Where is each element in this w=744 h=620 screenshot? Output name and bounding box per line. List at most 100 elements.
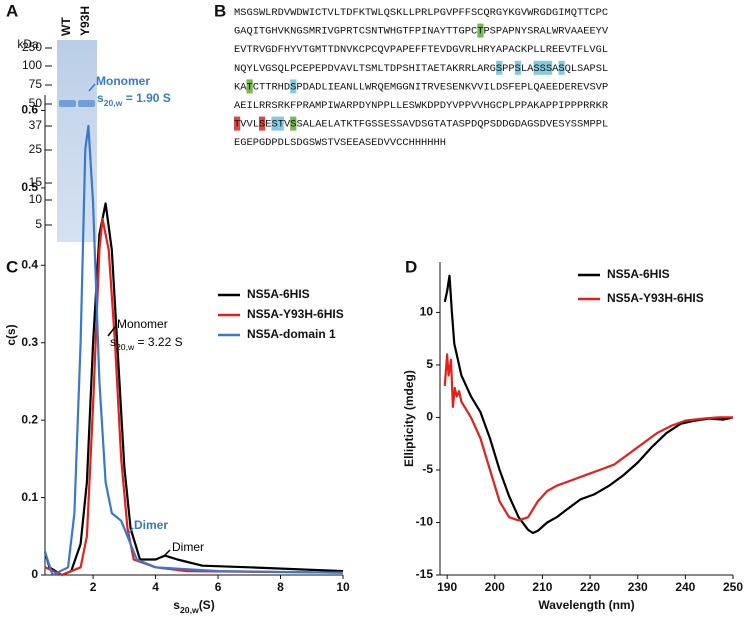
sequence-segment: T [234, 118, 240, 130]
annotation-part: = 1.90 S [122, 91, 170, 105]
sequence-segment: QLSAPSL [565, 63, 609, 75]
x-tick-label: 190 [437, 580, 457, 594]
y-axis-label: c(s) [4, 324, 18, 345]
y-tick-label: 0.3 [21, 335, 38, 349]
y-tick-label: 10 [420, 305, 434, 319]
x-tick-label: 250 [723, 580, 743, 594]
marker-label: 50 [29, 96, 43, 110]
sequence-segment: PP [502, 63, 514, 75]
annotation-part: 20,w [116, 342, 135, 352]
data-line [43, 124, 344, 577]
gel-unit: kDa [17, 37, 39, 51]
sequence-segment: LA [521, 63, 534, 75]
sequence-segment: MSGSWLRDVWDWICTVLTDFKTWLQSKLLPRLPGVPFFSC… [234, 7, 608, 19]
y-tick-label: 0.6 [21, 103, 38, 117]
highlight [558, 60, 565, 75]
lane-label: WT [59, 17, 73, 36]
annotation-part: s [97, 91, 104, 105]
marker-label: 37 [29, 118, 43, 132]
x-tick-label: 8 [277, 580, 284, 594]
annotation: Monomer [96, 74, 150, 88]
sequence-segment: ST [271, 118, 283, 130]
annotation-part: Monomer [117, 317, 168, 331]
data-line [443, 274, 734, 535]
panel-label: D [405, 257, 417, 276]
x-axis-label: Wavelength (nm) [538, 598, 634, 612]
sequence-segment: KA [234, 81, 247, 93]
sequence-segment: EVTRVGDFHYVTGMTTDNVKCPCQVPAPEFFTEVDGVRLH… [234, 44, 608, 56]
legend-label: NS5A-Y93H-6HIS [607, 291, 704, 305]
annotation-part: Monomer [96, 74, 150, 88]
y-tick-label: -10 [416, 515, 434, 529]
sequence-segment: NQYLVGSQLPCEPEPDVAVLTSMLTDPSHITAETAKRRLA… [234, 63, 496, 75]
sequence-line: EGEPGDPDLSDGSWSTVSEEASEDVVCCHHHHHH [234, 137, 446, 149]
x-tick-label: 220 [580, 580, 600, 594]
annotation-pointer [88, 83, 96, 92]
annotation-part: Dimer [172, 540, 204, 554]
legend-label: NS5A-Y93H-6HIS [247, 307, 344, 321]
x-tick-label: 10 [336, 580, 350, 594]
sequence-segment: EGEPGDPDLSDGSWSTVSEEASEDVVCCHHHHHH [234, 137, 446, 149]
marker-label: 250 [22, 40, 42, 54]
highlight [258, 116, 266, 131]
sequence-segment: PSPAPNYSRALWRVAAEEYV [483, 25, 608, 37]
highlight [234, 116, 241, 131]
sequence-segment: S [290, 118, 296, 130]
highlight [246, 79, 253, 94]
panel-label: B [214, 1, 226, 20]
highlight [496, 60, 503, 75]
highlight [290, 79, 297, 94]
sequence-segment: CTTRHD [253, 81, 290, 93]
sequence-segment: V [284, 118, 291, 130]
x-axis-label: s20,w(S) [173, 598, 214, 615]
sequence-segment: SALAELATKTFGSSESSAVDSGTATASPDQPSDDGDAGSD… [296, 118, 608, 130]
y-tick-label: -5 [422, 462, 433, 476]
highlight [290, 116, 297, 131]
annotation-pointer [162, 549, 171, 558]
sequence-segment: AEILRRSRKFPRAMPIWARPDYNPPLLESWKDPDYVPPVV… [234, 100, 608, 112]
annotation-part: s [110, 335, 116, 349]
marker-label: 25 [29, 142, 43, 156]
annotation-part: = 3.22 S [134, 335, 182, 349]
y-axis-label: Ellipticity (mdeg) [402, 370, 416, 467]
annotation-part: 20,w [104, 98, 123, 108]
panel-label: C [6, 257, 18, 276]
annotation: s20,w = 1.90 S [97, 91, 171, 108]
panel-label: A [6, 1, 18, 20]
highlight [533, 60, 553, 75]
sequence-line: EVTRVGDFHYVTGMTTDNVKCPCQVPAPEFFTEVDGVRLH… [234, 44, 608, 56]
y-tick-label: 0.2 [21, 412, 38, 426]
y-tick-label: 0.5 [21, 180, 38, 194]
sequence-segment: GAQITGHVKNGSMRIVGPRTCSNTWHGTFPINAYTTGPC [234, 25, 477, 37]
highlight [514, 60, 522, 75]
x-tick-label: 4 [152, 580, 159, 594]
highlight [271, 116, 284, 131]
legend-label: NS5A-6HIS [607, 267, 670, 281]
sequence-segment: SSS [533, 63, 552, 75]
sequence-segment: VVL [240, 118, 259, 130]
annotation-pointer [126, 527, 134, 536]
gel-band [78, 100, 95, 107]
annotation: s20,w = 3.22 S [110, 335, 183, 352]
annotation-pointer [107, 326, 116, 337]
x-tick-label: 210 [532, 580, 552, 594]
sequence-segment: E [265, 118, 271, 130]
y-tick-label: 0 [426, 410, 433, 424]
x-tick-label: 200 [485, 580, 505, 594]
marker-label: 15 [29, 175, 43, 189]
legend-label: NS5A-domain 1 [247, 327, 336, 341]
x-axis-label-part: (S) [199, 598, 215, 612]
annotation: Monomer [117, 317, 168, 331]
gel [57, 40, 97, 242]
legend-label: NS5A-6HIS [247, 287, 310, 301]
annotation: Dimer [134, 518, 168, 532]
sequence-segment: S [496, 63, 502, 75]
annotation-part: Dimer [134, 518, 168, 532]
data-line [43, 202, 344, 577]
sequence-segment: PDADLIEANLLWRQEMGGNITRVESENKVVILDSFEPLQA… [296, 81, 608, 93]
sequence-segment: A [552, 63, 559, 75]
data-line [443, 353, 733, 522]
y-tick-label: -15 [416, 567, 434, 581]
sequence-segment: S [290, 81, 296, 93]
